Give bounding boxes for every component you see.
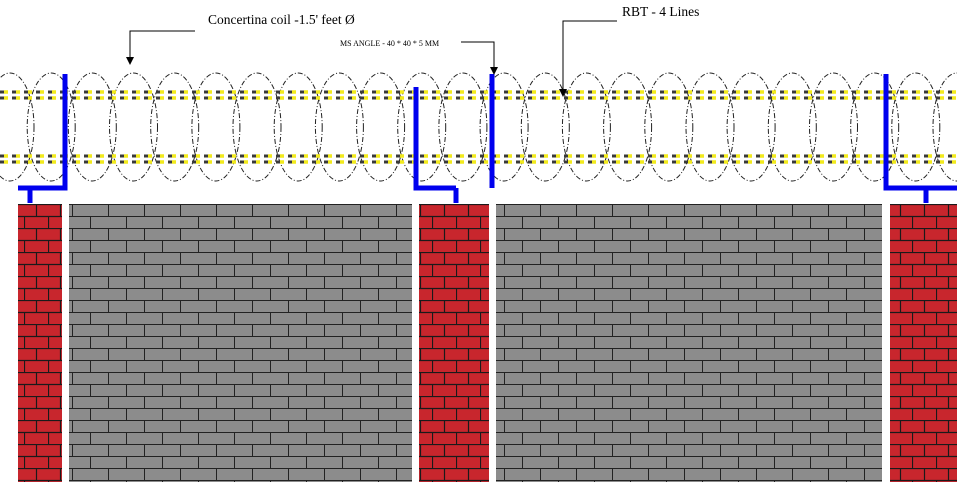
coil-loop [438,72,488,182]
coil-loop [850,72,900,182]
rbt-wire-lines [0,90,957,164]
coil-loop [397,72,447,182]
leader-arrowheads [126,57,567,97]
brick-pillar-right [890,204,957,482]
brick-pillar-left [18,204,62,482]
label-concertina-coil: Concertina coil -1.5' feet Ø [208,12,355,27]
ms-angle-post-middle-a [413,87,456,191]
brick-pillar-middle [419,204,489,482]
ms-angle-post-left [18,74,68,191]
coil-loop [232,72,282,182]
wall-layer [18,204,957,482]
coil-loop [191,72,241,182]
leader-rbt [562,20,617,90]
coil-loop [479,72,529,182]
coil-loop [356,72,406,182]
coil-loop [0,72,35,182]
coil-loop [891,72,941,182]
coil-loop [26,72,76,182]
leader-concertina [129,30,195,58]
coil-loop [932,72,957,182]
arrowhead-concertina [126,57,134,65]
coil-loop [520,72,570,182]
leader-lines [129,20,617,90]
coil-loop [685,72,735,182]
ms-angle-posts [18,74,957,203]
label-rbt-lines: RBT - 4 Lines [622,4,699,19]
arrowhead-angle [490,67,498,75]
coil-loop [561,72,611,182]
coil-loop [603,72,653,182]
coil-loop [314,72,364,182]
leader-angle [461,41,495,68]
concertina-coil [0,72,957,182]
ms-angle-post-right [883,74,957,191]
arrowhead-rbt [559,89,567,97]
block-wall-panel-left [69,204,412,482]
coil-loop [767,72,817,182]
coil-loop [150,72,200,182]
coil-loop [726,72,776,182]
block-wall-panel-right [496,204,882,482]
coil-loop [67,72,117,182]
coil-loop [273,72,323,182]
coil-loop [644,72,694,182]
coil-loop [809,72,858,182]
label-ms-angle: MS ANGLE - 40 * 40 * 5 MM [340,39,439,48]
coil-loop [109,72,158,182]
